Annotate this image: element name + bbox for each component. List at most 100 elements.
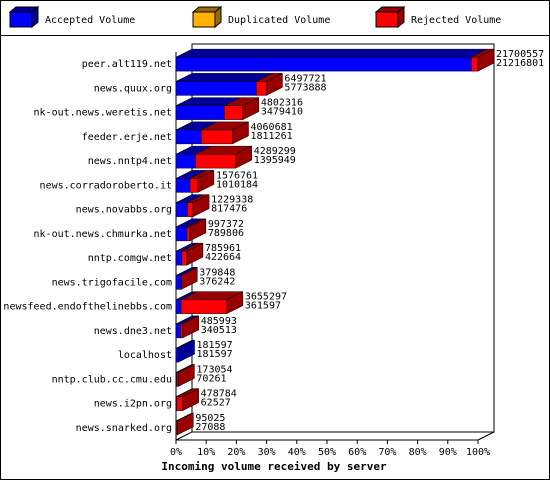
bar-segment (175, 178, 191, 193)
bar-side (226, 291, 244, 315)
x-tick-label: 30% (258, 447, 276, 458)
bar-segment-top (175, 73, 273, 82)
category-label: news.dne3.net (94, 326, 172, 337)
bar-segment (175, 250, 183, 266)
bar-side (178, 363, 195, 387)
x-tick-label: 50% (318, 447, 336, 458)
legend-swatch-side (214, 5, 222, 29)
accepted-label: 27088 (195, 422, 225, 433)
bar-segment (187, 202, 194, 217)
bar-side (266, 72, 283, 96)
x-tick-label: 60% (348, 447, 366, 458)
bar-side (186, 242, 204, 266)
total-label: 173054 (196, 364, 232, 375)
back-edge (477, 431, 495, 441)
total-label: 785961 (205, 243, 241, 254)
bar-segment (195, 153, 236, 169)
bar-segment (189, 178, 199, 193)
total-label: 485993 (201, 316, 237, 327)
accepted-label: 1811261 (251, 131, 293, 142)
accepted-label: 21216801 (496, 58, 544, 69)
category-label: nntp.comgw.net (88, 253, 172, 264)
accepted-label: 1010184 (216, 179, 258, 190)
total-label: 21700557 (496, 49, 544, 60)
category-label: feeder.erje.net (82, 132, 172, 143)
bar-side (242, 97, 260, 121)
accepted-label: 1395949 (254, 155, 296, 166)
x-tick-label: 40% (288, 447, 306, 458)
bar-segment (200, 129, 233, 145)
bar-side (477, 48, 495, 72)
accepted-label: 340513 (201, 325, 237, 336)
bar-side (182, 388, 199, 412)
total-label: 95025 (195, 413, 225, 424)
bar-segment (181, 250, 188, 266)
total-label: 4060681 (251, 122, 293, 133)
total-label: 6497721 (284, 73, 326, 84)
bar-segment (175, 153, 196, 169)
category-label: localhost (118, 350, 172, 361)
category-label: news.trigofacile.com (52, 277, 172, 288)
x-tick-label: 70% (378, 447, 396, 458)
total-label: 3655297 (245, 292, 287, 303)
total-label: 181597 (197, 340, 233, 351)
bar-segment (175, 347, 179, 363)
legend-swatch (192, 11, 216, 28)
bar-side (235, 145, 252, 169)
total-label: 478784 (201, 389, 237, 400)
total-label: 4802316 (261, 98, 303, 109)
accepted-label: 70261 (196, 373, 226, 384)
total-label: 1229338 (211, 195, 253, 206)
bar-side (181, 266, 198, 290)
accepted-label: 789806 (208, 228, 244, 239)
bar-segment (176, 396, 183, 411)
legend-swatch-side (31, 5, 39, 29)
bar-segment (180, 323, 184, 339)
x-tick-label: 100% (466, 447, 490, 458)
x-tick-label: 0% (170, 447, 182, 458)
accepted-label: 817476 (211, 204, 247, 215)
bar-side (192, 194, 210, 218)
bar-segment (175, 299, 182, 314)
bar-side (178, 339, 195, 363)
category-label: nk-out.news.weretis.net (34, 108, 172, 119)
legend-label: Duplicated Volume (228, 15, 330, 26)
bar-segment (180, 299, 228, 314)
bar-segment-top (175, 48, 488, 58)
category-label: news.nntp4.net (88, 156, 172, 167)
x-tick-label: 10% (197, 447, 215, 458)
category-label: peer.alt119.net (82, 59, 172, 70)
legend-label: Accepted Volume (45, 15, 135, 26)
plot-back (175, 43, 495, 441)
bar-segment (175, 56, 472, 72)
accepted-label: 5773888 (284, 82, 326, 93)
total-label: 1576761 (216, 170, 258, 181)
bar-side (177, 412, 194, 436)
category-label: nk-out.news.chmurka.net (34, 229, 172, 240)
axis-title: Incoming volume received by server (161, 460, 387, 473)
bar-side (197, 169, 215, 193)
category-label: news.corradoroberto.it (40, 180, 172, 191)
bar-side (182, 315, 200, 339)
bar-segment (186, 226, 191, 242)
category-label: news.i2pn.org (94, 399, 172, 410)
accepted-label: 376242 (199, 276, 235, 287)
legend-swatch (9, 11, 33, 28)
bar-segment (175, 202, 188, 217)
bar-segment (175, 226, 188, 242)
legend-swatch-side (397, 5, 405, 29)
bar-segment (175, 323, 181, 339)
bar-side (232, 121, 249, 145)
bar-segment (175, 105, 225, 120)
total-label: 379848 (199, 267, 235, 278)
category-label: nntp.club.cc.cmu.edu (52, 374, 172, 385)
legend-label: Rejected Volume (411, 15, 501, 26)
bar-segment (175, 275, 182, 290)
accepted-label: 361597 (245, 301, 281, 312)
bar-segment (256, 81, 267, 96)
x-tick-label: 80% (409, 447, 427, 458)
accepted-label: 422664 (205, 252, 241, 263)
bar-segment (471, 56, 479, 72)
